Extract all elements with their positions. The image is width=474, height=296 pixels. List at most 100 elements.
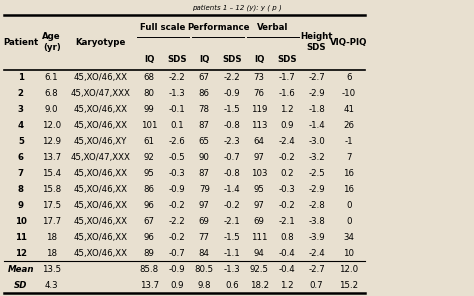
Text: 1.2: 1.2 [280, 105, 293, 114]
Text: 0: 0 [346, 217, 352, 226]
Text: 10: 10 [15, 217, 27, 226]
Text: 89: 89 [144, 249, 155, 258]
Text: 61: 61 [144, 137, 155, 146]
Text: 0.9: 0.9 [280, 121, 293, 130]
Text: -1.4: -1.4 [308, 121, 325, 130]
Text: -1: -1 [345, 137, 353, 146]
Text: 45,XO/46,XY: 45,XO/46,XY [74, 137, 127, 146]
Text: Performance: Performance [187, 23, 249, 32]
Text: 11: 11 [15, 233, 27, 242]
Text: 87: 87 [199, 169, 210, 178]
Text: -3.0: -3.0 [308, 137, 325, 146]
Text: 67: 67 [144, 217, 155, 226]
Text: 13.7: 13.7 [140, 281, 159, 290]
Text: Karyotype: Karyotype [75, 38, 126, 47]
Text: 8: 8 [18, 185, 24, 194]
Text: Mean: Mean [8, 265, 34, 274]
Text: 12.0: 12.0 [42, 121, 61, 130]
Text: 94: 94 [254, 249, 264, 258]
Text: -0.1: -0.1 [168, 105, 185, 114]
Text: 17.7: 17.7 [42, 217, 61, 226]
Text: -1.8: -1.8 [308, 105, 325, 114]
Text: -0.9: -0.9 [168, 265, 185, 274]
Text: -10: -10 [342, 89, 356, 98]
Text: -0.8: -0.8 [223, 169, 240, 178]
Text: 17.5: 17.5 [42, 201, 61, 210]
Text: 3: 3 [18, 105, 24, 114]
Text: 73: 73 [254, 73, 265, 82]
Text: 9.8: 9.8 [198, 281, 211, 290]
Text: 41: 41 [343, 105, 355, 114]
Text: 18.2: 18.2 [250, 281, 269, 290]
Text: SDS: SDS [277, 55, 297, 64]
Text: -1.3: -1.3 [223, 265, 240, 274]
Text: -0.2: -0.2 [168, 233, 185, 242]
Text: 80.5: 80.5 [195, 265, 214, 274]
Text: -0.4: -0.4 [278, 265, 295, 274]
Text: 45,XO/46,XX: 45,XO/46,XX [73, 201, 128, 210]
Text: 1: 1 [18, 73, 24, 82]
Text: 0.7: 0.7 [310, 281, 323, 290]
Text: -3.2: -3.2 [308, 153, 325, 162]
Text: 90: 90 [199, 153, 210, 162]
Text: -0.2: -0.2 [278, 153, 295, 162]
Text: -0.5: -0.5 [168, 153, 185, 162]
Text: 80: 80 [144, 89, 155, 98]
Text: 7: 7 [346, 153, 352, 162]
Text: 79: 79 [199, 185, 210, 194]
Text: -0.7: -0.7 [223, 153, 240, 162]
Text: 97: 97 [199, 201, 210, 210]
Text: -2.2: -2.2 [223, 73, 240, 82]
Text: 45,XO/47,XXX: 45,XO/47,XXX [71, 153, 130, 162]
Text: -0.9: -0.9 [223, 89, 240, 98]
Text: 10: 10 [343, 249, 355, 258]
Text: 2: 2 [18, 89, 24, 98]
Text: 101: 101 [141, 121, 157, 130]
Text: Age
(yr): Age (yr) [42, 33, 61, 52]
Text: 12: 12 [15, 249, 27, 258]
Text: 97: 97 [254, 201, 264, 210]
Text: 7: 7 [18, 169, 24, 178]
Text: -2.1: -2.1 [223, 217, 240, 226]
Text: 85.8: 85.8 [140, 265, 159, 274]
Text: 78: 78 [199, 105, 210, 114]
Text: 45,XO/46,XX: 45,XO/46,XX [73, 73, 128, 82]
Text: -3.8: -3.8 [308, 217, 325, 226]
Text: 111: 111 [251, 233, 267, 242]
Text: 9.0: 9.0 [45, 105, 58, 114]
Text: -1.4: -1.4 [223, 185, 240, 194]
Text: 16: 16 [343, 185, 355, 194]
Text: -0.4: -0.4 [278, 249, 295, 258]
Text: 65: 65 [199, 137, 210, 146]
Text: 84: 84 [199, 249, 210, 258]
Text: -2.6: -2.6 [168, 137, 185, 146]
Text: -0.7: -0.7 [168, 249, 185, 258]
Text: -2.8: -2.8 [308, 201, 325, 210]
Text: -2.7: -2.7 [308, 265, 325, 274]
Text: 4.3: 4.3 [45, 281, 58, 290]
Text: -1.5: -1.5 [223, 233, 240, 242]
Text: 103: 103 [251, 169, 267, 178]
Text: 0.6: 0.6 [225, 281, 238, 290]
Text: 15.8: 15.8 [42, 185, 61, 194]
Text: 77: 77 [199, 233, 210, 242]
Text: 45,XO/46,XX: 45,XO/46,XX [73, 233, 128, 242]
Text: -2.4: -2.4 [278, 137, 295, 146]
Text: -2.5: -2.5 [308, 169, 325, 178]
Text: -1.6: -1.6 [278, 89, 295, 98]
Text: 92: 92 [144, 153, 155, 162]
Text: -2.2: -2.2 [168, 73, 185, 82]
Text: 12.0: 12.0 [339, 265, 358, 274]
Text: 18: 18 [46, 249, 57, 258]
Text: 5: 5 [18, 137, 24, 146]
Text: SDS: SDS [222, 55, 242, 64]
Text: 13.5: 13.5 [42, 265, 61, 274]
Text: -2.3: -2.3 [223, 137, 240, 146]
Text: 0.1: 0.1 [170, 121, 183, 130]
Text: -3.9: -3.9 [308, 233, 325, 242]
Text: 34: 34 [343, 233, 355, 242]
Text: 99: 99 [144, 105, 155, 114]
Text: 0.9: 0.9 [170, 281, 183, 290]
Text: 87: 87 [199, 121, 210, 130]
Text: 45,XO/46,XX: 45,XO/46,XX [73, 185, 128, 194]
